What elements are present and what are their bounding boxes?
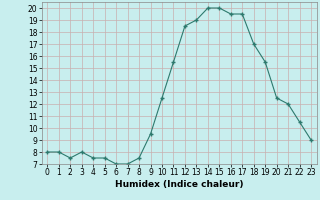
X-axis label: Humidex (Indice chaleur): Humidex (Indice chaleur): [115, 180, 244, 189]
